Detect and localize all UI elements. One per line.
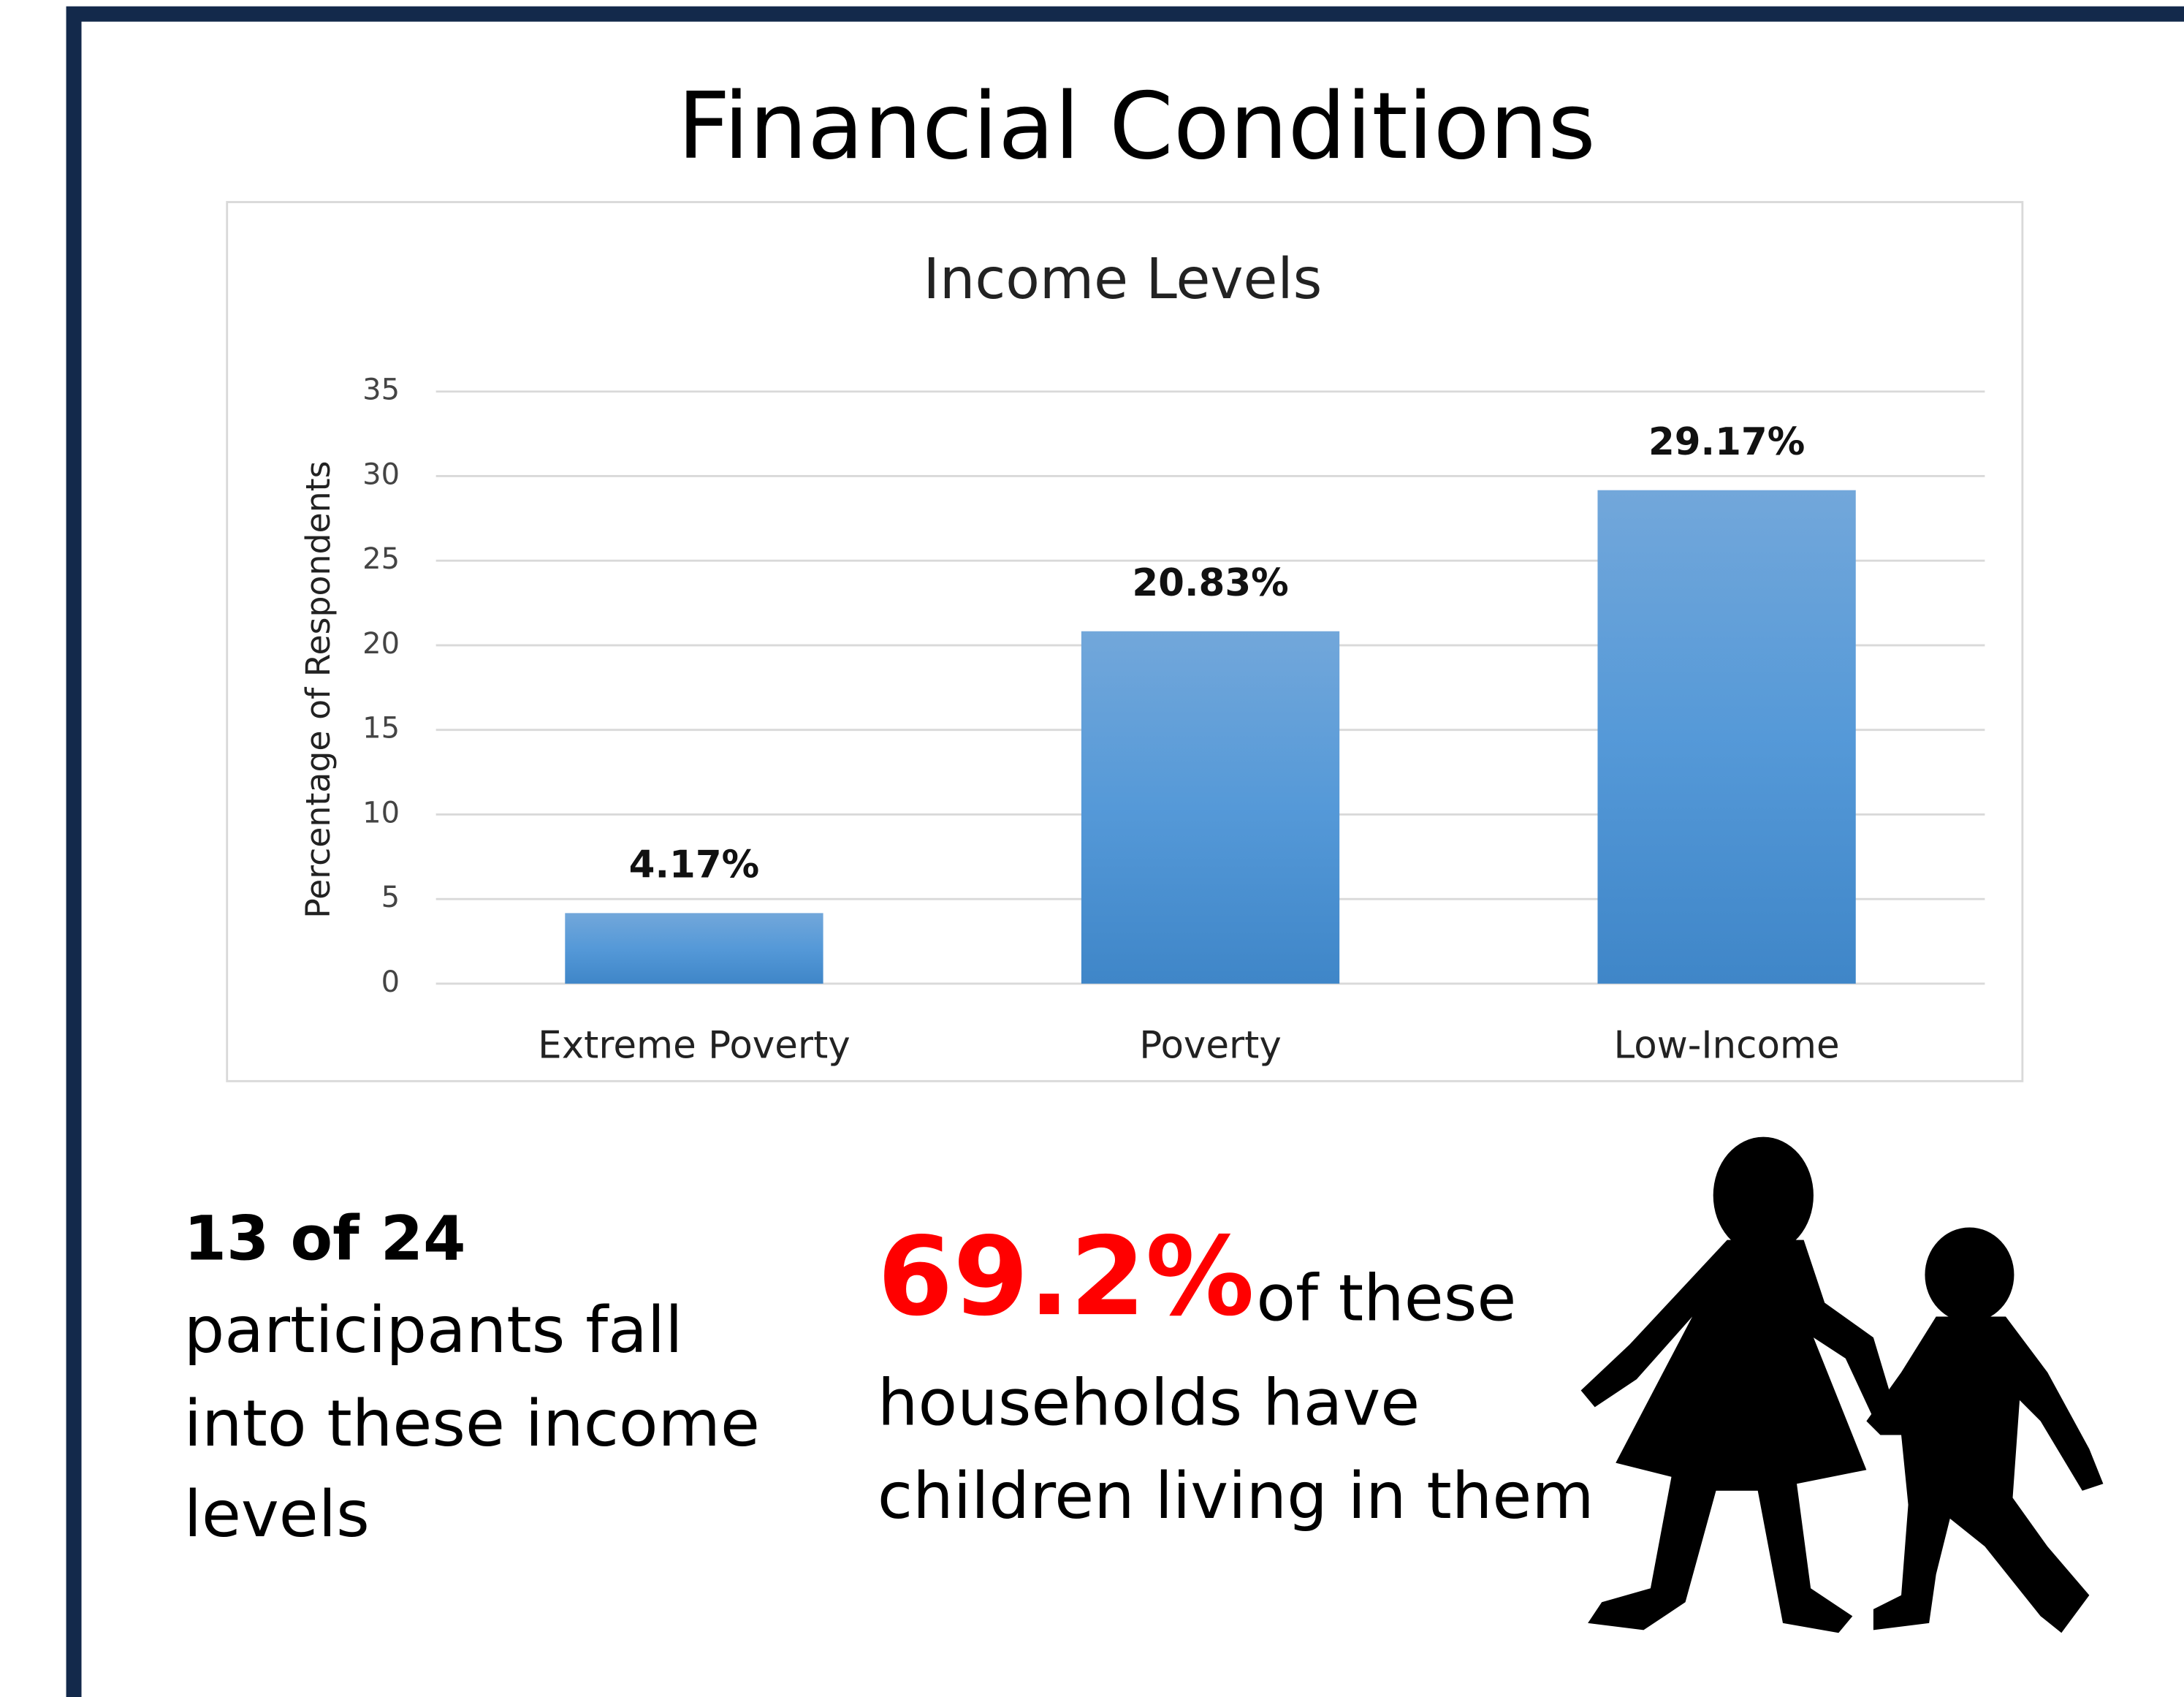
stat-text: of these <box>1256 1261 1516 1335</box>
y-tick-label: 35 <box>362 373 400 407</box>
y-axis-label: Percentage of Respondents <box>299 461 338 919</box>
y-tick-label: 25 <box>362 542 400 576</box>
stat-headline: 13 of 24 <box>184 1202 466 1274</box>
bar <box>1597 490 1856 984</box>
y-tick-label: 5 <box>381 881 400 914</box>
stat-text: households have <box>878 1365 1420 1440</box>
stat-text: levels <box>184 1477 370 1552</box>
bar <box>565 913 823 984</box>
stat-text: into these income <box>184 1386 760 1461</box>
x-tick-label: Extreme Poverty <box>538 1024 851 1068</box>
bar <box>1081 631 1340 984</box>
x-tick-label: Poverty <box>1139 1024 1282 1068</box>
data-label: 20.83% <box>1132 561 1288 605</box>
stat-text: participants fall <box>184 1293 683 1367</box>
stat-highlight: 69.2% <box>878 1214 1255 1340</box>
x-tick-label: Low-Income <box>1613 1024 1839 1068</box>
children-silhouette <box>1580 1136 2104 1633</box>
stat-text: children living in them <box>878 1459 1594 1533</box>
chart-title: Income Levels <box>924 246 1323 311</box>
y-tick-label: 20 <box>362 627 400 661</box>
y-tick-label: 0 <box>381 965 400 999</box>
plot: 0 5 10 15 20 25 30 35 Extreme Poverty 4.17% Povert… <box>362 373 1985 1068</box>
data-label: 29.17% <box>1648 420 1805 464</box>
data-label: 4.17% <box>629 843 760 887</box>
y-tick-label: 10 <box>362 796 400 829</box>
slide-title: Financial Conditions <box>677 72 1596 180</box>
y-tick-label: 30 <box>362 458 400 491</box>
y-tick-label: 15 <box>362 712 400 745</box>
